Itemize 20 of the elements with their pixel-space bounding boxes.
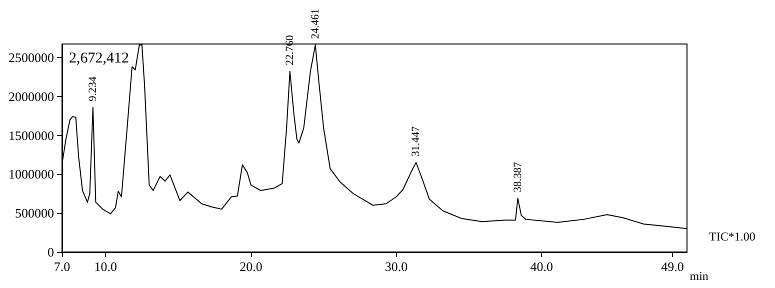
annotation: 2,672,412 bbox=[69, 50, 129, 66]
x-tick-label: 49.0 bbox=[661, 259, 684, 274]
y-tick-label: 1000000 bbox=[8, 166, 54, 182]
x-tick-label: 20.0 bbox=[240, 259, 262, 274]
y-tick-label: 0 bbox=[48, 244, 54, 260]
annotation: 31.447 bbox=[410, 126, 422, 156]
x-axis-title: min bbox=[690, 269, 708, 283]
x-tick-label: 7.0 bbox=[54, 259, 70, 274]
series-label: TIC*1.00 bbox=[709, 230, 756, 244]
x-tick-label: 30.0 bbox=[384, 259, 408, 274]
annotation: 24.461 bbox=[309, 8, 322, 39]
y-tick-label: 1500000 bbox=[8, 128, 54, 143]
annotation: 22.760 bbox=[284, 34, 296, 66]
x-tick-label: 10.0 bbox=[94, 259, 117, 274]
y-tick-label: 2500000 bbox=[8, 50, 54, 65]
annotation: 9.234 bbox=[86, 76, 99, 102]
annotation: 38.387 bbox=[512, 162, 524, 192]
y-tick-label: 2000000 bbox=[8, 88, 54, 104]
y-tick-label: 500000 bbox=[15, 206, 54, 221]
x-tick-label: 40.0 bbox=[530, 259, 554, 274]
